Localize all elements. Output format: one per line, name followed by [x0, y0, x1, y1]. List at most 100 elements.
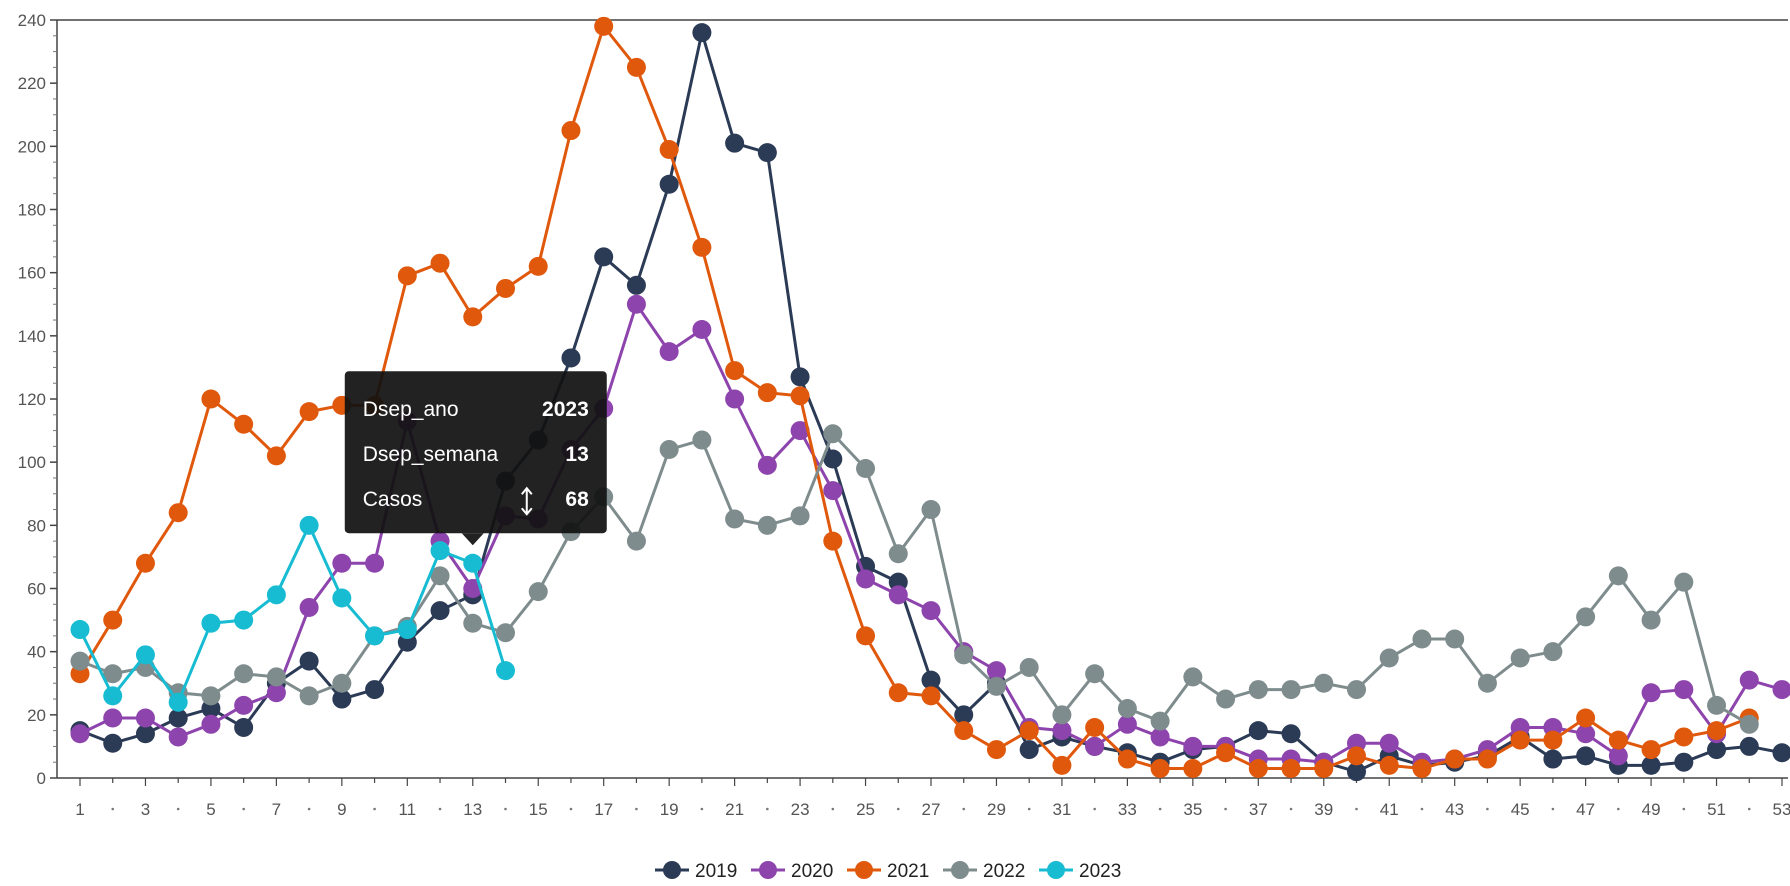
data-point-2021[interactable]	[1216, 743, 1236, 763]
data-point-2021[interactable]	[103, 610, 123, 630]
data-point-2021[interactable]	[528, 256, 548, 276]
data-point-2021[interactable]	[1052, 755, 1072, 775]
data-point-2020[interactable]	[1772, 680, 1790, 700]
data-point-2021[interactable]	[463, 307, 483, 327]
legend-item-2023[interactable]: 2023	[1039, 861, 1121, 882]
data-point-2019[interactable]	[594, 247, 614, 267]
data-point-2020[interactable]	[1739, 670, 1759, 690]
data-point-2021[interactable]	[1707, 721, 1727, 741]
data-point-2021[interactable]	[594, 16, 614, 36]
data-point-2022[interactable]	[1641, 610, 1661, 630]
data-point-2021[interactable]	[561, 121, 581, 141]
data-point-2021[interactable]	[725, 361, 745, 381]
data-point-2021[interactable]	[659, 139, 679, 159]
data-point-2021[interactable]	[1477, 749, 1497, 769]
data-point-2020[interactable]	[332, 553, 352, 573]
data-point-2023[interactable]	[135, 645, 155, 665]
data-point-2022[interactable]	[332, 673, 352, 693]
data-point-2021[interactable]	[790, 386, 810, 406]
data-point-2021[interactable]	[496, 278, 515, 298]
data-point-2020[interactable]	[626, 294, 646, 314]
data-point-2020[interactable]	[299, 597, 319, 617]
data-point-2019[interactable]	[757, 143, 777, 163]
data-point-2022[interactable]	[856, 458, 876, 478]
data-point-2023[interactable]	[496, 661, 515, 681]
data-point-2021[interactable]	[888, 683, 908, 703]
data-point-2020[interactable]	[725, 389, 745, 409]
data-point-2023[interactable]	[266, 585, 286, 605]
data-point-2022[interactable]	[463, 613, 483, 633]
data-point-2022[interactable]	[1739, 714, 1759, 734]
data-point-2021[interactable]	[856, 626, 876, 646]
data-point-2020[interactable]	[1085, 736, 1105, 756]
data-point-2021[interactable]	[1019, 721, 1039, 741]
data-point-2023[interactable]	[397, 620, 417, 640]
data-point-2020[interactable]	[135, 708, 155, 728]
data-point-2020[interactable]	[921, 601, 941, 621]
data-point-2019[interactable]	[365, 680, 385, 700]
data-point-2021[interactable]	[1543, 730, 1563, 750]
data-point-2021[interactable]	[266, 446, 286, 466]
data-point-2019[interactable]	[921, 670, 941, 690]
data-point-2023[interactable]	[234, 610, 254, 630]
data-point-2022[interactable]	[234, 664, 254, 684]
data-point-2022[interactable]	[1052, 705, 1072, 725]
data-point-2020[interactable]	[365, 553, 385, 573]
data-point-2020[interactable]	[823, 481, 843, 501]
data-point-2020[interactable]	[757, 455, 777, 475]
data-point-2019[interactable]	[103, 733, 123, 753]
data-point-2022[interactable]	[1314, 673, 1334, 693]
data-point-2022[interactable]	[430, 566, 450, 586]
data-point-2022[interactable]	[888, 544, 908, 564]
data-point-2019[interactable]	[1641, 755, 1661, 775]
data-point-2020[interactable]	[856, 569, 876, 589]
data-point-2020[interactable]	[1576, 724, 1596, 744]
data-point-2019[interactable]	[561, 348, 581, 368]
data-point-2019[interactable]	[168, 708, 188, 728]
data-point-2021[interactable]	[1085, 717, 1105, 737]
data-point-2022[interactable]	[1248, 680, 1268, 700]
data-point-2020[interactable]	[659, 342, 679, 362]
legend-item-2022[interactable]: 2022	[943, 861, 1025, 882]
data-point-2023[interactable]	[103, 686, 123, 706]
data-point-2020[interactable]	[1608, 746, 1628, 766]
data-point-2021[interactable]	[234, 414, 254, 434]
data-point-2020[interactable]	[1183, 736, 1203, 756]
data-point-2022[interactable]	[1150, 711, 1170, 731]
data-point-2021[interactable]	[626, 57, 646, 77]
data-point-2023[interactable]	[332, 588, 352, 608]
data-point-2019[interactable]	[1347, 762, 1366, 782]
data-point-2019[interactable]	[725, 133, 745, 153]
data-point-2019[interactable]	[823, 449, 843, 469]
data-point-2022[interactable]	[1477, 673, 1497, 693]
data-point-2019[interactable]	[626, 275, 646, 295]
data-point-2022[interactable]	[1281, 680, 1301, 700]
data-point-2020[interactable]	[1117, 714, 1137, 734]
data-point-2020[interactable]	[1379, 733, 1399, 753]
data-point-2019[interactable]	[1248, 721, 1268, 741]
legend-item-2019[interactable]: 2019	[655, 861, 737, 882]
data-point-2022[interactable]	[1183, 667, 1203, 687]
data-point-2021[interactable]	[168, 503, 188, 523]
data-point-2021[interactable]	[954, 721, 974, 741]
data-point-2022[interactable]	[103, 664, 123, 684]
data-point-2019[interactable]	[1019, 740, 1039, 760]
data-point-2021[interactable]	[1248, 759, 1268, 779]
data-point-2022[interactable]	[299, 686, 319, 706]
data-point-2023[interactable]	[201, 613, 221, 633]
data-point-2022[interactable]	[986, 676, 1006, 696]
data-point-2019[interactable]	[1576, 746, 1596, 766]
data-point-2021[interactable]	[1314, 759, 1334, 779]
data-point-2021[interactable]	[921, 686, 941, 706]
data-point-2022[interactable]	[528, 582, 548, 602]
data-point-2021[interactable]	[823, 531, 843, 551]
data-point-2020[interactable]	[692, 320, 712, 340]
data-point-2020[interactable]	[1150, 727, 1170, 747]
data-point-2022[interactable]	[201, 686, 221, 706]
data-point-2021[interactable]	[1281, 759, 1301, 779]
data-point-2022[interactable]	[757, 515, 777, 535]
data-point-2019[interactable]	[299, 651, 319, 671]
data-point-2021[interactable]	[1576, 708, 1596, 728]
data-point-2022[interactable]	[1445, 629, 1465, 649]
data-point-2022[interactable]	[1379, 648, 1399, 668]
